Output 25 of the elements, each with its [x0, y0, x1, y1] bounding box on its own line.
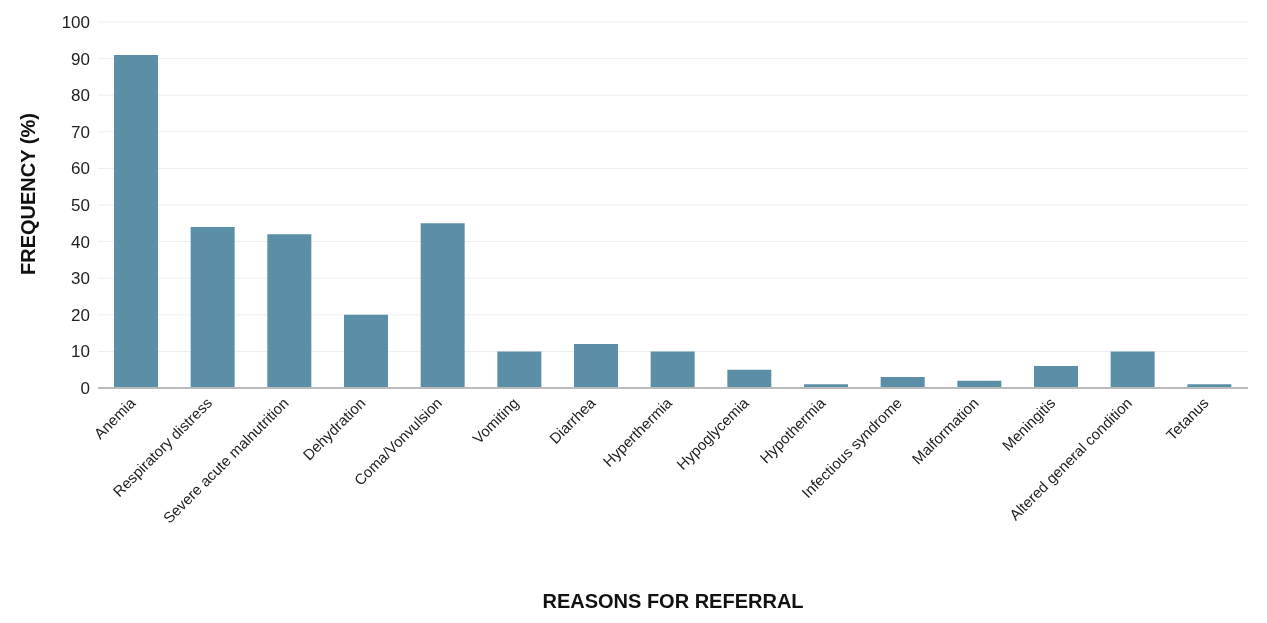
y-tick-label: 100	[61, 13, 90, 33]
bar	[420, 223, 465, 388]
bar	[497, 351, 542, 388]
y-axis-title: FREQUENCY (%)	[17, 113, 40, 275]
y-tick-label: 60	[71, 159, 90, 179]
bar	[574, 344, 618, 388]
y-tick-label: 80	[71, 86, 90, 106]
y-tick-label: 0	[80, 379, 90, 399]
bar	[727, 369, 772, 388]
x-axis-title: REASONS FOR REFERRAL	[542, 590, 804, 612]
y-tick-label: 10	[71, 342, 90, 362]
y-tick-label: 40	[71, 232, 90, 252]
bar	[880, 377, 925, 388]
bar	[344, 314, 388, 388]
bar	[267, 234, 312, 388]
bar	[1110, 351, 1155, 388]
bar	[190, 226, 235, 388]
y-tick-label: 90	[71, 49, 90, 69]
y-tick-label: 50	[71, 196, 90, 216]
bar	[650, 351, 695, 388]
y-tick-label: 70	[71, 122, 90, 142]
y-tick-label: 20	[71, 305, 90, 325]
bar	[1034, 366, 1078, 388]
bar	[114, 54, 158, 388]
y-tick-label: 30	[71, 269, 90, 289]
